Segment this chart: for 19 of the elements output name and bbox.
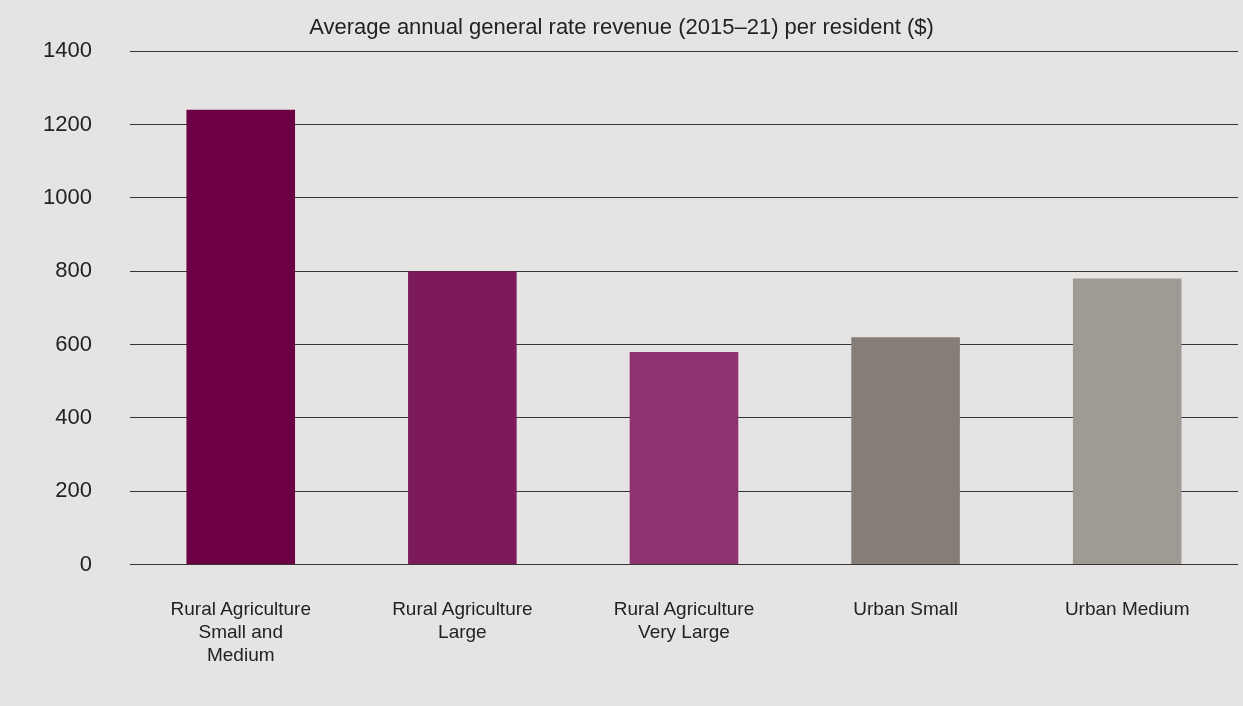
x-tick-label: Rural Agriculture Large bbox=[392, 598, 533, 643]
y-tick-label: 0 bbox=[79, 550, 92, 576]
y-tick-label: 1200 bbox=[42, 110, 92, 136]
bar bbox=[1072, 278, 1182, 565]
x-tick-label: Rural Agriculture Very Large bbox=[613, 598, 755, 643]
x-tick-label: Rural Agriculture Small and Medium bbox=[170, 598, 311, 665]
y-tick-label: 1000 bbox=[42, 183, 92, 209]
bar bbox=[851, 337, 960, 565]
y-tick-label: 1400 bbox=[42, 37, 92, 63]
bar bbox=[186, 109, 296, 565]
y-tick-label: 600 bbox=[55, 330, 92, 356]
y-tick-label: 800 bbox=[55, 257, 92, 283]
chart-title: Average annual general rate revenue (2015–21) per resident ($) bbox=[309, 14, 934, 40]
bar bbox=[408, 271, 517, 565]
y-tick-label: 400 bbox=[55, 403, 92, 429]
x-tick-label: Urban Medium bbox=[1064, 598, 1190, 620]
x-tick-label: Urban Small bbox=[853, 598, 958, 620]
bar bbox=[629, 351, 739, 565]
y-tick-label: 200 bbox=[55, 477, 92, 503]
